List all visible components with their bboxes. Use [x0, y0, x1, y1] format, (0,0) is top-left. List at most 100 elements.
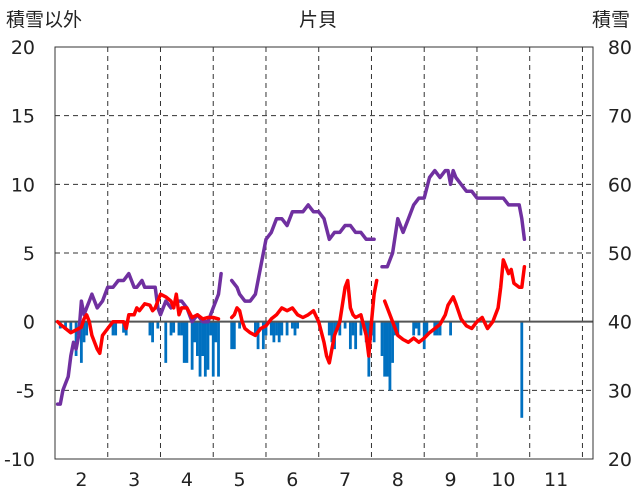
x-tick: 4: [181, 469, 193, 491]
x-tick: 2: [75, 469, 87, 491]
bar: [422, 321, 426, 350]
bar: [385, 321, 389, 377]
bar: [232, 321, 236, 350]
bar: [520, 321, 524, 418]
plot-frame: [54, 46, 594, 460]
bar: [256, 321, 260, 350]
y-tick-left: -5: [16, 380, 35, 402]
series-line: [229, 203, 376, 303]
bar: [122, 321, 125, 333]
bar: [177, 321, 181, 336]
bar: [327, 321, 331, 336]
bar: [209, 321, 212, 336]
bar: [438, 321, 442, 336]
x-tick: 5: [234, 469, 246, 491]
bar: [206, 321, 210, 370]
bar: [164, 321, 168, 363]
y-tick-left: 0: [23, 312, 35, 334]
bar: [85, 321, 89, 336]
bar: [293, 321, 297, 336]
grid: [55, 47, 593, 459]
bar: [114, 321, 118, 336]
bar: [201, 321, 205, 356]
y-tick-right: 40: [608, 312, 632, 334]
y-tick-right: 30: [608, 380, 632, 402]
bar: [354, 321, 358, 350]
x-tick: 3: [128, 469, 140, 491]
bar: [414, 321, 418, 329]
series-line: [55, 292, 221, 356]
bar: [254, 321, 257, 336]
bar: [172, 321, 176, 333]
y-tick-left: -10: [4, 449, 35, 471]
y-tick-right: 80: [608, 37, 632, 59]
bar: [203, 321, 207, 377]
bar: [275, 321, 278, 336]
bar: [269, 321, 273, 336]
y-tick-right: 50: [608, 243, 632, 265]
bar: [64, 321, 67, 330]
x-tick: 6: [286, 469, 298, 491]
y-axis-left-label: 積雪以外: [6, 9, 82, 31]
bar: [214, 321, 218, 343]
bar: [425, 321, 429, 336]
bar: [383, 321, 387, 377]
bar: [280, 321, 284, 336]
bar: [180, 321, 183, 336]
x-tick: 10: [491, 469, 515, 491]
bar: [351, 321, 355, 336]
x-tick: 7: [339, 469, 351, 491]
bar: [185, 321, 189, 363]
bar: [272, 321, 276, 343]
bar: [82, 321, 86, 343]
bar: [449, 321, 452, 336]
bar: [372, 321, 376, 343]
bar: [69, 321, 73, 333]
bar: [74, 321, 78, 356]
y-tick-left: 20: [11, 37, 35, 59]
y-tick-right: 70: [608, 106, 632, 128]
bar: [380, 321, 384, 356]
bar: [330, 321, 334, 343]
y-tick-left: 15: [11, 106, 35, 128]
bar: [230, 321, 234, 350]
bar: [290, 321, 294, 329]
x-tick: 11: [544, 469, 568, 491]
bar: [190, 321, 194, 370]
y-tick-right: 60: [608, 174, 632, 196]
series-line: [382, 258, 527, 345]
x-tick: 8: [392, 469, 404, 491]
bar: [217, 321, 220, 377]
bar: [238, 321, 242, 329]
chart-title: 片貝: [299, 9, 337, 31]
bar: [277, 321, 281, 343]
x-tick: 9: [445, 469, 457, 491]
y-axis-right-label: 積雪: [592, 9, 630, 31]
y-tick-left: 5: [23, 243, 35, 265]
bar: [391, 321, 394, 363]
series-line: [229, 278, 379, 365]
bar: [148, 321, 152, 336]
bar: [343, 321, 347, 329]
bar: [296, 321, 300, 329]
bar: [348, 321, 352, 350]
bar: [417, 321, 421, 336]
bar: [261, 321, 265, 350]
bar: [111, 321, 115, 336]
bar: [388, 321, 392, 391]
line-series: [55, 168, 527, 406]
bar: [182, 321, 186, 363]
bar: [196, 321, 199, 356]
bar: [338, 321, 342, 336]
bar: [359, 321, 363, 336]
bar: [198, 321, 202, 377]
bar: [79, 321, 83, 363]
bar: [412, 321, 416, 336]
bar: [211, 321, 215, 377]
bar: [264, 321, 268, 336]
bar: [193, 321, 197, 343]
